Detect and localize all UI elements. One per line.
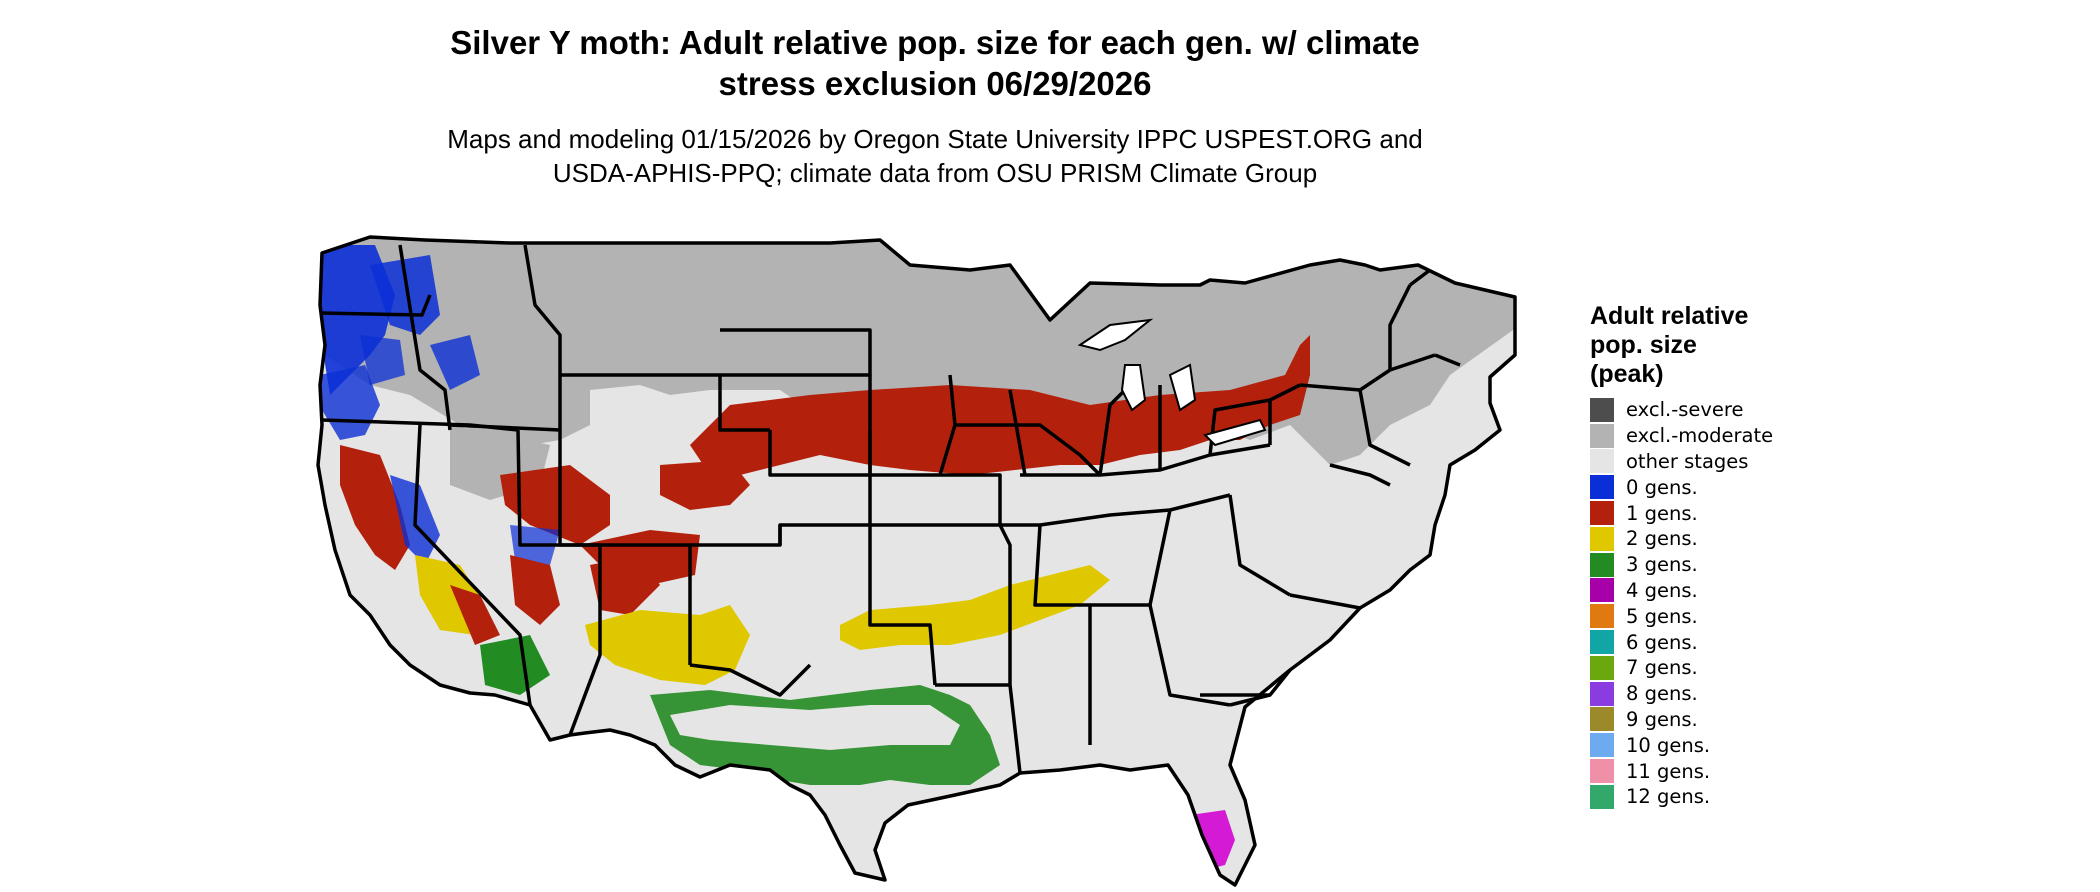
legend-swatch xyxy=(1590,759,1614,784)
legend-swatch xyxy=(1590,604,1614,629)
legend-title-line-3: (peak) xyxy=(1590,360,1664,388)
legend-item: 0 gens. xyxy=(1590,474,1773,500)
legend-label: 6 gens. xyxy=(1626,630,1698,654)
legend-title: Adult relative pop. size (peak) xyxy=(1590,302,1773,389)
legend-swatch xyxy=(1590,733,1614,758)
legend-item: excl.-severe xyxy=(1590,397,1773,423)
legend-item: 9 gens. xyxy=(1590,707,1773,733)
legend-swatch xyxy=(1590,655,1614,680)
legend-label: excl.-severe xyxy=(1626,398,1744,422)
map-title: Silver Y moth: Adult relative pop. size … xyxy=(0,22,1870,104)
legend-label: 5 gens. xyxy=(1626,604,1698,628)
legend-item: 11 gens. xyxy=(1590,758,1773,784)
legend-title-line-2: pop. size xyxy=(1590,331,1697,359)
legend-swatch xyxy=(1590,784,1614,809)
map-subtitle-line-1: Maps and modeling 01/15/2026 by Oregon S… xyxy=(447,124,1423,154)
us-map xyxy=(316,235,1517,887)
legend-swatch xyxy=(1590,526,1614,551)
legend-label: 3 gens. xyxy=(1626,553,1698,577)
legend-swatch xyxy=(1590,630,1614,655)
legend-item: 4 gens. xyxy=(1590,578,1773,604)
map-subtitle-line-2: USDA-APHIS-PPQ; climate data from OSU PR… xyxy=(552,158,1318,188)
legend-swatch xyxy=(1590,423,1614,448)
legend-item: excl.-moderate xyxy=(1590,423,1773,449)
map-title-line-2: stress exclusion 06/29/2026 xyxy=(718,65,1152,102)
legend-swatch xyxy=(1590,397,1614,422)
legend-item: other stages xyxy=(1590,449,1773,475)
legend-swatch xyxy=(1590,578,1614,603)
legend-item: 10 gens. xyxy=(1590,732,1773,758)
legend-label: other stages xyxy=(1626,449,1749,473)
legend-label: 1 gens. xyxy=(1626,501,1698,525)
legend-item: 7 gens. xyxy=(1590,655,1773,681)
legend-label: 4 gens. xyxy=(1626,578,1698,602)
legend-label: 12 gens. xyxy=(1626,785,1711,809)
legend-swatch xyxy=(1590,552,1614,577)
legend-label: 2 gens. xyxy=(1626,527,1698,551)
legend-swatch xyxy=(1590,501,1614,526)
legend-title-line-1: Adult relative xyxy=(1590,302,1749,330)
legend-item: 8 gens. xyxy=(1590,681,1773,707)
legend-item: 3 gens. xyxy=(1590,552,1773,578)
legend-label: 0 gens. xyxy=(1626,475,1698,499)
legend-item: 6 gens. xyxy=(1590,629,1773,655)
map-subtitle: Maps and modeling 01/15/2026 by Oregon S… xyxy=(0,122,1870,190)
legend-item: 5 gens. xyxy=(1590,603,1773,629)
legend-label: 7 gens. xyxy=(1626,656,1698,680)
legend-item: 12 gens. xyxy=(1590,784,1773,810)
map-title-line-1: Silver Y moth: Adult relative pop. size … xyxy=(450,24,1420,61)
legend-items: excl.-severe excl.-moderate other stages 0 … xyxy=(1590,397,1773,810)
legend-swatch xyxy=(1590,449,1614,474)
legend-label: 11 gens. xyxy=(1626,759,1711,783)
legend-item: 2 gens. xyxy=(1590,526,1773,552)
legend-label: excl.-moderate xyxy=(1626,424,1774,448)
legend-label: 10 gens. xyxy=(1626,733,1711,757)
legend-swatch xyxy=(1590,475,1614,500)
legend-label: 8 gens. xyxy=(1626,682,1698,706)
legend-swatch xyxy=(1590,707,1614,732)
legend-swatch xyxy=(1590,681,1614,706)
legend-item: 1 gens. xyxy=(1590,500,1773,526)
legend-label: 9 gens. xyxy=(1626,707,1698,731)
map-legend: Adult relative pop. size (peak) excl.-se… xyxy=(1590,302,1773,810)
